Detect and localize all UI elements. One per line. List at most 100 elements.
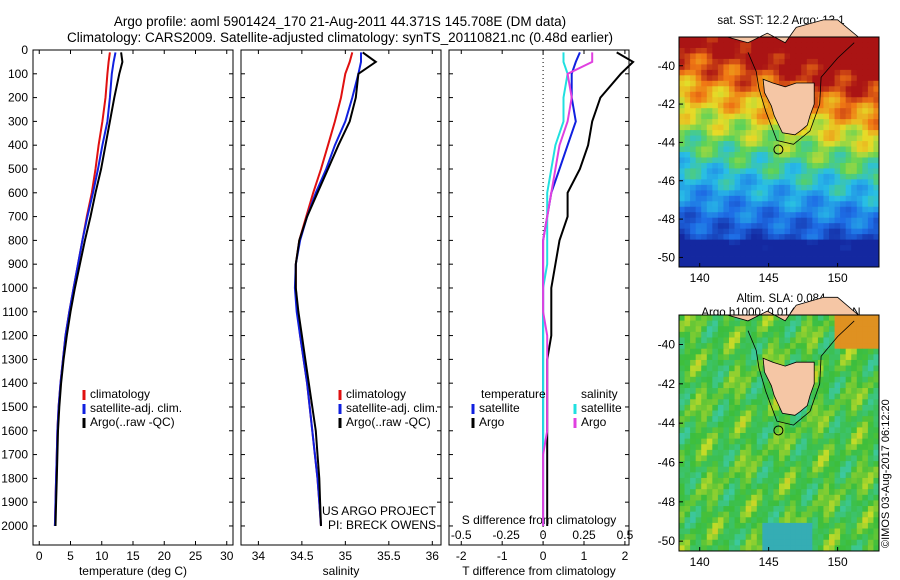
map-cell [817, 113, 824, 120]
map-cell [779, 184, 785, 191]
y-tick-label: 700 [8, 210, 28, 224]
map-cell [862, 421, 869, 428]
map-cell [823, 433, 830, 440]
map-cell [867, 86, 874, 93]
map-cell [712, 371, 719, 378]
map-cell [867, 97, 874, 104]
map-cell [701, 343, 708, 350]
map-cell [751, 365, 758, 372]
map-cell [817, 53, 824, 60]
map-cell [840, 359, 847, 366]
map-cell [806, 119, 813, 126]
map-cell [806, 58, 813, 65]
map-cell [817, 399, 824, 406]
map-cell [790, 444, 797, 451]
map-cell [751, 168, 758, 175]
map-cell [756, 256, 763, 262]
map-cell [845, 42, 852, 49]
map-cell [745, 42, 752, 49]
map-cell [701, 245, 708, 251]
map-cell [812, 483, 819, 490]
map-cell [851, 522, 858, 529]
map-cell [873, 376, 880, 383]
map-cell [856, 365, 863, 372]
map-cell [845, 483, 852, 490]
map-cell [773, 179, 780, 186]
map-cell [729, 320, 735, 327]
map-cell [784, 80, 791, 87]
map-cell [812, 223, 819, 230]
map-cell [817, 168, 824, 175]
map-cell [784, 69, 791, 76]
map-cell [834, 64, 841, 71]
map-cell [795, 47, 802, 54]
map-cell [873, 326, 880, 333]
map-cell [823, 256, 830, 262]
map-cell [867, 326, 874, 333]
map-cell [867, 534, 874, 541]
map-cell [695, 58, 702, 65]
map-cell [756, 337, 763, 344]
map-cell [862, 461, 869, 468]
map-cell [712, 331, 719, 338]
map-cell [751, 80, 758, 87]
map-cell [840, 343, 847, 350]
map-cell [767, 245, 774, 251]
map-cell [795, 528, 802, 535]
map-cell [767, 511, 774, 518]
map-cell [729, 348, 735, 355]
map-cell [845, 393, 852, 400]
map-cell [712, 421, 719, 428]
map-cell [867, 433, 874, 440]
map-cell [834, 348, 841, 355]
map-cell [829, 539, 835, 546]
map-cell [751, 461, 758, 468]
map-cell [845, 444, 852, 451]
map-cell [756, 343, 763, 350]
map-cell [767, 162, 774, 169]
map-cell [851, 455, 858, 462]
map-cell [679, 455, 685, 462]
map-cell [873, 102, 880, 109]
map-cell [684, 228, 691, 235]
map-cell [790, 461, 797, 468]
map-cell [784, 184, 791, 191]
map-y-tick-label: -46 [658, 456, 676, 470]
map-cell [856, 239, 863, 246]
map-cell [806, 141, 813, 147]
map-cell [734, 245, 741, 251]
map-cell [862, 354, 869, 361]
map-cell [829, 130, 835, 136]
map-cell [684, 337, 691, 344]
map-cell [745, 388, 752, 395]
map-cell [795, 348, 802, 355]
map-cell [817, 343, 824, 350]
map-cell [745, 326, 752, 333]
map-cell [751, 152, 758, 158]
map-cell [706, 168, 713, 175]
map-cell [784, 326, 791, 333]
map-cell [690, 135, 697, 142]
map-cell [706, 382, 713, 389]
map-cell [856, 472, 863, 479]
map-cell [784, 506, 791, 513]
map-cell [856, 206, 863, 213]
map-cell [756, 528, 763, 535]
map-cell [740, 489, 747, 496]
map-cell [829, 421, 835, 428]
map-cell [823, 506, 830, 513]
map-cell [767, 545, 774, 552]
map-cell [862, 472, 869, 479]
map-cell [817, 427, 824, 434]
map-cell [701, 359, 708, 366]
map-cell [784, 354, 791, 361]
map-cell [712, 69, 719, 76]
map-cell [773, 75, 780, 82]
map-cell [690, 173, 697, 180]
map-cell [873, 461, 880, 468]
map-cell [729, 261, 735, 268]
map-cell [717, 135, 724, 142]
map-cell [679, 371, 685, 378]
map-cell [829, 399, 835, 406]
map-cell [779, 528, 785, 535]
